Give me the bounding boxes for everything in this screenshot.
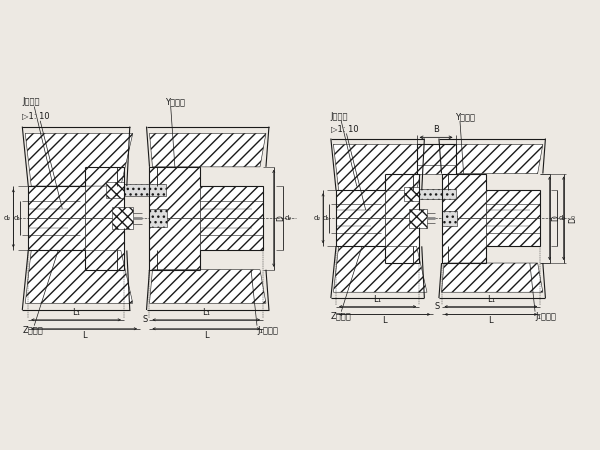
Text: L: L [204,331,209,340]
Bar [28,186,85,218]
Polygon shape [442,144,543,174]
Text: B: B [433,125,439,134]
Bar [336,190,385,218]
Bar [106,182,124,198]
Bar [442,211,457,226]
Bar [409,208,427,228]
Bar [200,186,263,218]
Polygon shape [334,144,427,190]
Text: J₁型轴孔: J₁型轴孔 [257,326,278,335]
Text: L: L [488,316,493,325]
Bar [416,144,455,174]
Text: J型轴孔: J型轴孔 [331,112,349,121]
Text: L: L [382,316,387,325]
Bar [485,190,540,218]
Text: ▷1: 10: ▷1: 10 [331,124,358,133]
Text: L₁: L₁ [202,308,210,317]
Text: D: D [551,216,560,221]
Bar [149,209,167,227]
Bar [442,174,485,218]
Text: Y型轴孔: Y型轴孔 [455,112,475,121]
Bar [28,218,85,251]
Text: S: S [142,315,148,324]
Bar [124,184,166,196]
Text: d₁: d₁ [14,215,21,221]
Text: L₁: L₁ [487,295,495,304]
Text: Z型轴孔: Z型轴孔 [22,326,43,335]
Bar [85,167,124,218]
Bar [485,218,540,246]
Text: Z型轴孔: Z型轴孔 [331,312,352,321]
Bar [200,218,263,251]
Bar [442,218,485,263]
Text: J型轴孔: J型轴孔 [22,98,40,107]
Polygon shape [149,133,266,167]
Bar [419,189,455,198]
Polygon shape [25,133,133,186]
Text: d₁: d₁ [323,215,330,221]
Bar [149,167,200,218]
Bar [385,218,419,263]
Polygon shape [149,270,266,303]
Text: D: D [276,216,285,221]
Text: L: L [82,331,86,340]
Text: d₂: d₂ [314,215,321,221]
Bar [112,207,133,230]
Polygon shape [334,246,427,292]
Bar [385,174,419,218]
Bar [85,218,124,270]
Polygon shape [25,251,133,303]
Text: L₁: L₁ [72,308,80,317]
Text: J₁型轴孔: J₁型轴孔 [535,312,556,321]
Bar [149,218,200,270]
Text: D₀: D₀ [568,214,577,223]
Text: Y型轴孔: Y型轴孔 [165,98,185,107]
Text: d₂: d₂ [4,215,11,221]
Text: ▷1: 10: ▷1: 10 [22,111,50,120]
Text: d₂: d₂ [559,215,566,221]
Polygon shape [442,263,543,292]
Text: L₁: L₁ [374,295,382,304]
Bar [336,218,385,246]
Text: S: S [435,302,440,311]
Bar [404,187,419,201]
Text: d₂: d₂ [284,215,292,221]
